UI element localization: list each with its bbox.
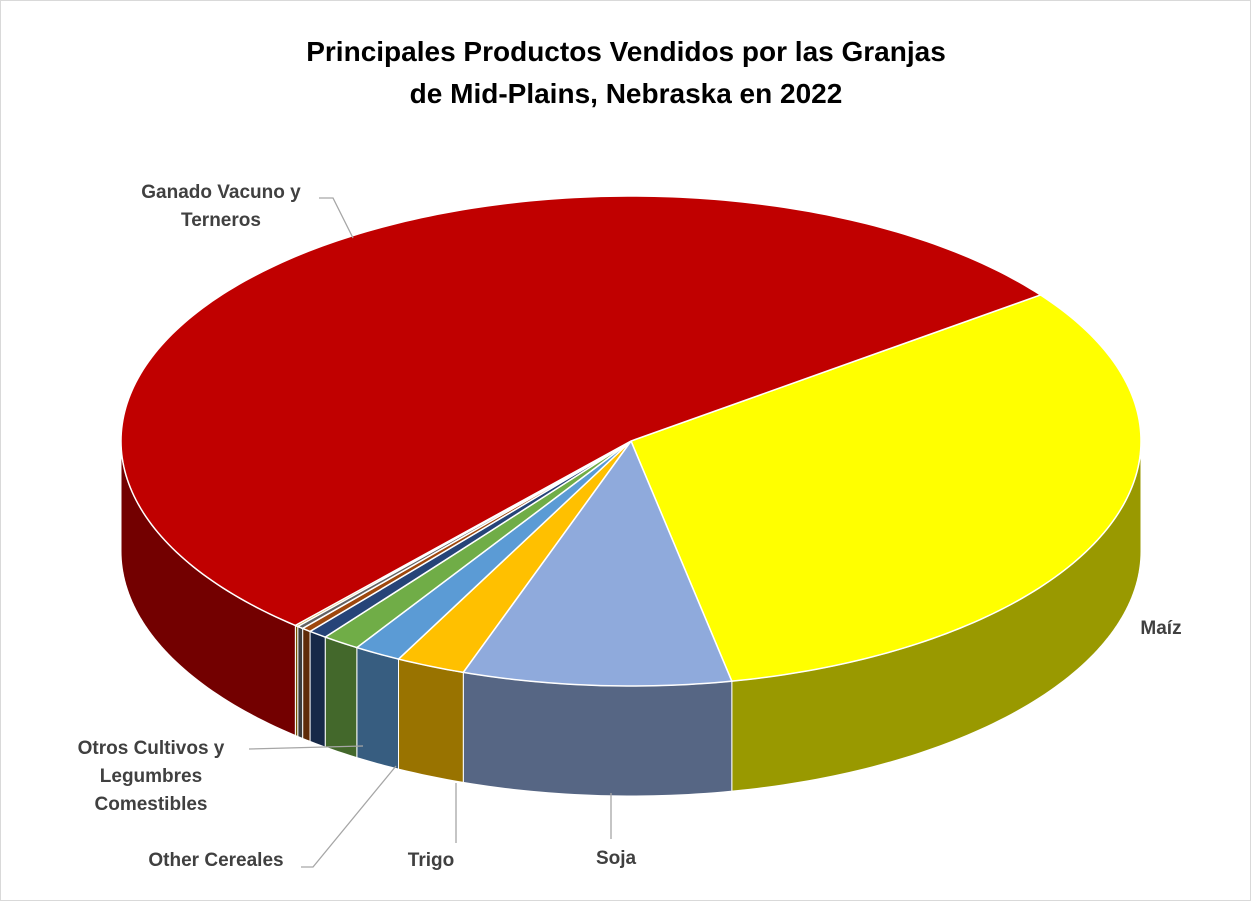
slice-side <box>324 636 358 759</box>
slice-sides <box>120 440 1142 797</box>
slice <box>120 195 1043 627</box>
slice <box>323 440 632 649</box>
slice-label: Trigo <box>407 850 455 871</box>
slice-tops <box>120 195 1142 687</box>
leader-lines <box>248 197 612 868</box>
slice-side <box>398 658 464 783</box>
slice <box>461 439 733 687</box>
slice-side <box>297 625 304 740</box>
slice <box>630 294 1142 682</box>
slice-label: Other Cereales <box>148 850 284 871</box>
chart-title: Principales Productos Vendidos por las G… <box>306 36 946 109</box>
slice-label: Otros Cultivos y Legumbres Comestibles <box>77 738 225 815</box>
leader-line <box>319 197 354 239</box>
slice-side <box>302 627 311 743</box>
slice <box>355 440 632 660</box>
slice-side <box>462 671 733 797</box>
leader-line <box>248 745 364 750</box>
slice-label: Soja <box>595 848 637 869</box>
slice-side <box>356 646 400 770</box>
pie <box>120 195 1142 797</box>
slice <box>396 440 632 674</box>
slice-label: Ganado Vacuno y Terneros <box>141 182 301 231</box>
slice-side <box>309 630 326 748</box>
leader-line <box>301 765 397 868</box>
slice-label: Maíz <box>1140 618 1182 639</box>
